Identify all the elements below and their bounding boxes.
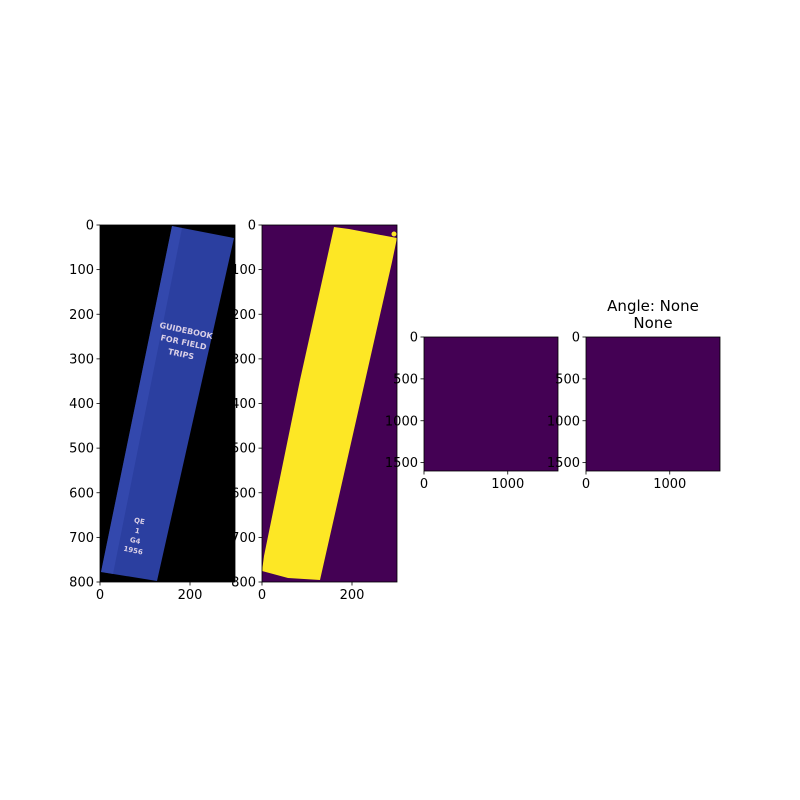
axes-field-3: 0 1000 0 500 1000 1500	[385, 331, 559, 492]
y-tick-label: 0	[248, 219, 256, 234]
axes-frame	[585, 336, 721, 472]
y-tick-label: 400	[69, 397, 94, 412]
panel-title: Angle: None	[607, 297, 699, 315]
x-tick-label: 1000	[491, 477, 524, 492]
x-tick-label: 0	[420, 477, 428, 492]
y-tick-label: 300	[69, 352, 94, 367]
y-tick-label: 800	[69, 576, 94, 591]
panel-book-photo: GUIDEBOOK FOR FIELD TRIPS QE 1 G4 1956 0…	[69, 219, 236, 603]
book-spine-highlight	[101, 226, 182, 574]
field-4-fill	[586, 337, 720, 471]
y-tick-label: 500	[231, 442, 256, 457]
call-number-line: 1	[134, 527, 141, 536]
panel-mask: 0 200 0 100 200 300 400 500 600 700 800	[231, 219, 398, 603]
field-3-fill	[424, 337, 558, 471]
axes-mask: 0 200 0 100 200 300 400 500 600 700 800	[231, 219, 398, 603]
y-tick-label: 500	[555, 372, 580, 387]
book-spine	[101, 226, 234, 581]
x-tick-label: 200	[340, 588, 365, 603]
y-tick-label: 1500	[547, 456, 580, 471]
y-tick-label: 0	[572, 331, 580, 346]
axes-field-4: 0 1000 0 500 1000 1500	[547, 331, 721, 492]
y-tick-label: 1500	[385, 456, 418, 471]
panel-field-3: 0 1000 0 500 1000 1500	[385, 331, 559, 492]
x-tick-label: 200	[178, 588, 203, 603]
y-tick-label: 500	[393, 372, 418, 387]
call-number-line: QE	[133, 516, 145, 526]
axes-frame	[423, 336, 559, 472]
y-tick-label: 100	[231, 263, 256, 278]
y-tick-label: 300	[231, 352, 256, 367]
x-tick-label: 0	[258, 588, 266, 603]
mask-foreground	[262, 227, 397, 580]
x-tick-label: 1000	[653, 477, 686, 492]
y-tick-label: 1000	[547, 414, 580, 429]
y-tick-label: 0	[410, 331, 418, 346]
panel-field-4: Angle: None None 0 1000 0 500 1000 1500	[547, 297, 721, 492]
y-tick-label: 400	[231, 397, 256, 412]
panel-subtitle: None	[633, 314, 672, 332]
mask-speck	[391, 231, 397, 237]
x-tick-label: 0	[96, 588, 104, 603]
y-tick-label: 200	[231, 308, 256, 323]
y-tick-label: 100	[69, 263, 94, 278]
call-number-line: 1956	[123, 545, 144, 557]
y-tick-label: 600	[231, 486, 256, 501]
axes-book-photo: 0 200 0 100 200 300 400 500 600 700 800	[69, 219, 236, 603]
y-tick-label: 700	[69, 531, 94, 546]
x-tick-label: 0	[582, 477, 590, 492]
call-number: QE 1 G4 1956	[123, 516, 146, 557]
y-tick-label: 1000	[385, 414, 418, 429]
y-tick-label: 0	[86, 219, 94, 234]
y-tick-label: 500	[69, 442, 94, 457]
call-number-line: G4	[129, 536, 141, 546]
y-tick-label: 600	[69, 486, 94, 501]
y-tick-label: 200	[69, 308, 94, 323]
y-tick-label: 800	[231, 576, 256, 591]
y-tick-label: 700	[231, 531, 256, 546]
